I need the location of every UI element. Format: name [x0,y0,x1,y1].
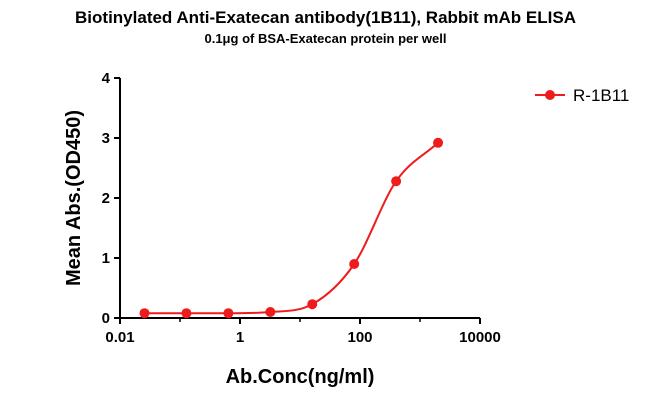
data-point [391,176,402,187]
data-point [433,137,444,148]
data-point [349,259,360,269]
y-tick-label: 4 [102,70,111,87]
data-point [181,308,192,319]
data-point [307,299,318,310]
y-tick-label: 0 [102,310,110,327]
y-tick-label: 1 [102,250,110,267]
x-tick-label: 1 [236,329,244,346]
x-tick-label: 0.01 [105,329,134,346]
legend: R-1B11 [535,86,629,105]
y-tick-label: 2 [102,190,110,207]
axes [119,78,480,319]
data-point [265,307,276,317]
x-tick-label: 100 [347,329,372,346]
chart-title: Biotinylated Anti-Exatecan antibody(1B11… [75,8,576,27]
legend-label-r-1b11: R-1B11 [573,86,629,105]
x-tick-label: 10000 [459,329,501,346]
legend-marker [545,90,555,100]
data-point [139,308,150,319]
chart-subtitle: 0.1μg of BSA-Exatecan protein per well [204,31,447,46]
ticks: 0 1 2 3 4 0.01 1 100 10000 [102,70,501,346]
fit-curve-r-1b11 [144,142,439,315]
y-tick-label: 3 [102,130,110,147]
data-points [139,137,444,319]
y-axis-label: Mean Abs.(OD450) [63,110,85,286]
x-axis-label: Ab.Conc(ng/ml) [226,366,375,388]
data-point [223,308,234,319]
